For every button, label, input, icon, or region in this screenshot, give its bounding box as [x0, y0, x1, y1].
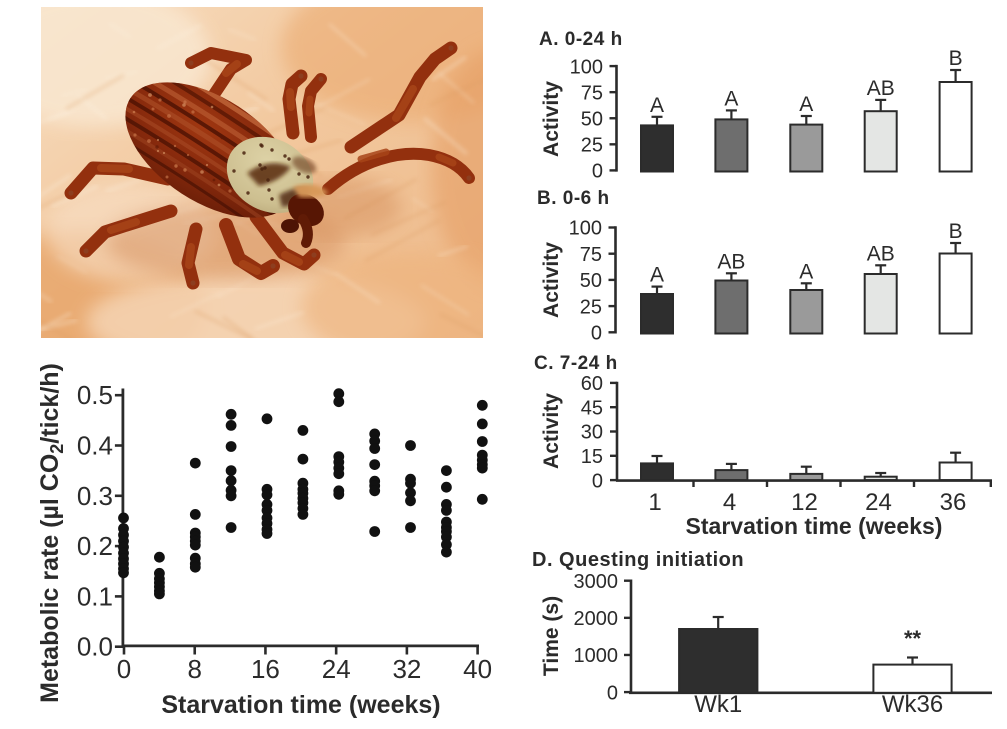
- svg-text:30: 30: [581, 422, 603, 444]
- svg-text:**: **: [904, 626, 922, 651]
- svg-text:3000: 3000: [574, 571, 619, 593]
- svg-text:2000: 2000: [574, 608, 619, 630]
- svg-text:Wk36: Wk36: [882, 691, 943, 718]
- svg-text:0: 0: [592, 161, 603, 183]
- svg-text:A: A: [799, 260, 813, 283]
- svg-text:B: B: [949, 47, 963, 70]
- svg-text:C. 7-24 h: C. 7-24 h: [534, 353, 618, 374]
- svg-text:4: 4: [723, 489, 736, 516]
- svg-text:40: 40: [463, 654, 492, 684]
- svg-text:0.1: 0.1: [77, 581, 113, 611]
- svg-text:50: 50: [580, 270, 602, 292]
- svg-text:Metabolic rate (µl CO2/tick/h): Metabolic rate (µl CO2/tick/h): [36, 363, 67, 703]
- svg-text:AB: AB: [717, 250, 745, 273]
- svg-text:B: B: [949, 220, 963, 243]
- svg-text:16: 16: [251, 654, 280, 684]
- svg-text:0.5: 0.5: [77, 380, 113, 410]
- svg-text:Time (s): Time (s): [540, 596, 563, 676]
- svg-text:Activity: Activity: [540, 393, 563, 469]
- svg-text:15: 15: [581, 446, 603, 468]
- svg-text:1000: 1000: [574, 645, 619, 667]
- svg-text:Starvation time (weeks): Starvation time (weeks): [161, 691, 440, 719]
- svg-text:45: 45: [581, 397, 603, 419]
- svg-text:B. 0-6 h: B. 0-6 h: [537, 188, 610, 209]
- svg-text:24: 24: [865, 489, 892, 516]
- svg-text:0: 0: [117, 654, 131, 684]
- svg-text:0.2: 0.2: [77, 531, 113, 561]
- svg-text:1: 1: [648, 489, 661, 516]
- svg-text:0: 0: [592, 470, 603, 492]
- svg-text:75: 75: [580, 244, 602, 266]
- svg-text:24: 24: [322, 654, 351, 684]
- svg-text:AB: AB: [867, 77, 895, 100]
- svg-text:100: 100: [569, 218, 602, 240]
- svg-text:A: A: [650, 94, 664, 117]
- svg-text:Activity: Activity: [540, 242, 563, 318]
- svg-text:60: 60: [581, 373, 603, 395]
- svg-text:12: 12: [791, 489, 818, 516]
- svg-text:100: 100: [570, 56, 603, 78]
- svg-text:36: 36: [940, 489, 967, 516]
- svg-text:25: 25: [580, 296, 602, 318]
- svg-text:AB: AB: [867, 242, 895, 265]
- svg-text:0.3: 0.3: [77, 481, 113, 511]
- svg-text:32: 32: [392, 654, 421, 684]
- svg-text:Starvation time (weeks): Starvation time (weeks): [686, 513, 943, 539]
- svg-text:A: A: [650, 264, 664, 287]
- svg-text:0: 0: [591, 323, 602, 345]
- svg-text:50: 50: [581, 109, 603, 131]
- svg-text:0: 0: [607, 682, 618, 704]
- svg-text:25: 25: [581, 135, 603, 157]
- svg-text:D. Questing initiation: D. Questing initiation: [532, 549, 744, 571]
- svg-text:0.0: 0.0: [77, 632, 113, 662]
- svg-text:75: 75: [581, 82, 603, 104]
- svg-text:A: A: [724, 87, 738, 110]
- svg-text:0.4: 0.4: [77, 431, 113, 461]
- svg-text:A: A: [799, 93, 813, 116]
- svg-text:Activity: Activity: [540, 81, 563, 157]
- svg-text:Wk1: Wk1: [694, 691, 742, 718]
- svg-text:A. 0-24 h: A. 0-24 h: [539, 29, 623, 50]
- svg-text:8: 8: [187, 654, 201, 684]
